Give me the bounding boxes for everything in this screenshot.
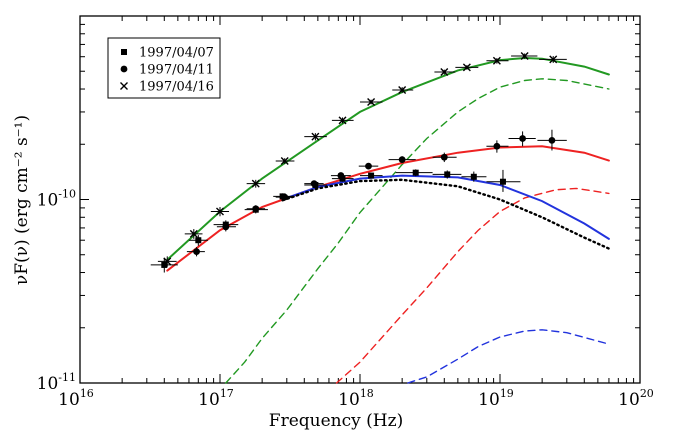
legend: 1997/04/07 1997/04/11 1997/04/16 <box>107 37 221 99</box>
model-curve-green-compton <box>225 78 610 384</box>
data-point-circle <box>281 193 289 201</box>
legend-marker-cross <box>120 82 128 90</box>
data-point-square <box>195 237 202 244</box>
model-curve-green-total <box>166 56 610 261</box>
data-point-cross <box>163 257 172 266</box>
data-point-cross <box>338 116 347 125</box>
model-curve-red-compton <box>335 187 610 384</box>
x-axis-title: Frequency (Hz) <box>269 411 403 431</box>
model-curve-black-synchrotron <box>281 178 611 250</box>
data-point-circle <box>365 162 372 170</box>
data-point-cross <box>251 179 260 188</box>
data-point-circle <box>337 172 345 179</box>
data-point-circle <box>493 142 501 150</box>
data-point-circle <box>193 248 200 256</box>
data-point-square <box>368 172 375 179</box>
legend-label: 1997/04/16 <box>139 80 214 95</box>
model-curve-blue-compton <box>407 329 610 384</box>
y-tick-label: 10-10 <box>37 188 76 211</box>
data-point-circle <box>252 205 260 213</box>
y-axis-title: νF(ν) (erg cm⁻² s⁻¹) <box>12 115 32 285</box>
data-points <box>150 52 567 273</box>
data-point-cross <box>520 52 529 61</box>
legend-label: 1997/04/11 <box>139 63 214 78</box>
x-tick-label: 1017 <box>198 387 234 410</box>
data-point-circle <box>222 223 230 231</box>
legend-marker-circle <box>120 65 128 73</box>
legend-label: 1997/04/07 <box>139 46 214 61</box>
x-tick-label: 1018 <box>338 387 374 410</box>
legend-marker-square <box>121 49 127 55</box>
data-point-circle <box>398 156 406 163</box>
data-point-cross <box>216 207 224 216</box>
data-point-circle <box>519 135 526 142</box>
model-curve-red-total <box>166 145 610 272</box>
data-point-square <box>339 175 346 182</box>
data-point-cross <box>440 68 449 77</box>
data-point-cross <box>367 97 376 106</box>
data-point-cross <box>492 56 501 65</box>
data-point-square <box>444 171 451 178</box>
data-point-cross <box>189 229 198 238</box>
data-point-square <box>412 169 419 176</box>
data-point-cross <box>462 63 471 72</box>
x-tick-label: 1016 <box>58 387 94 410</box>
data-point-circle <box>310 180 318 188</box>
data-point-circle <box>548 136 556 144</box>
axis-ticks: 1016 1017 1018 1019 1020 10-11 10-10 <box>37 16 654 410</box>
model-curve-blue-total <box>281 174 610 240</box>
data-point-circle <box>440 153 448 161</box>
data-point-square <box>499 178 506 185</box>
data-point-cross <box>398 86 407 95</box>
y-tick-label: 10-11 <box>37 371 76 394</box>
data-point-cross <box>280 157 289 166</box>
data-point-cross <box>311 132 320 141</box>
data-point-cross <box>549 55 558 64</box>
data-point-square <box>470 173 477 180</box>
model-curves <box>166 56 611 384</box>
x-tick-label: 1020 <box>618 387 654 410</box>
x-tick-label: 1019 <box>478 387 514 410</box>
